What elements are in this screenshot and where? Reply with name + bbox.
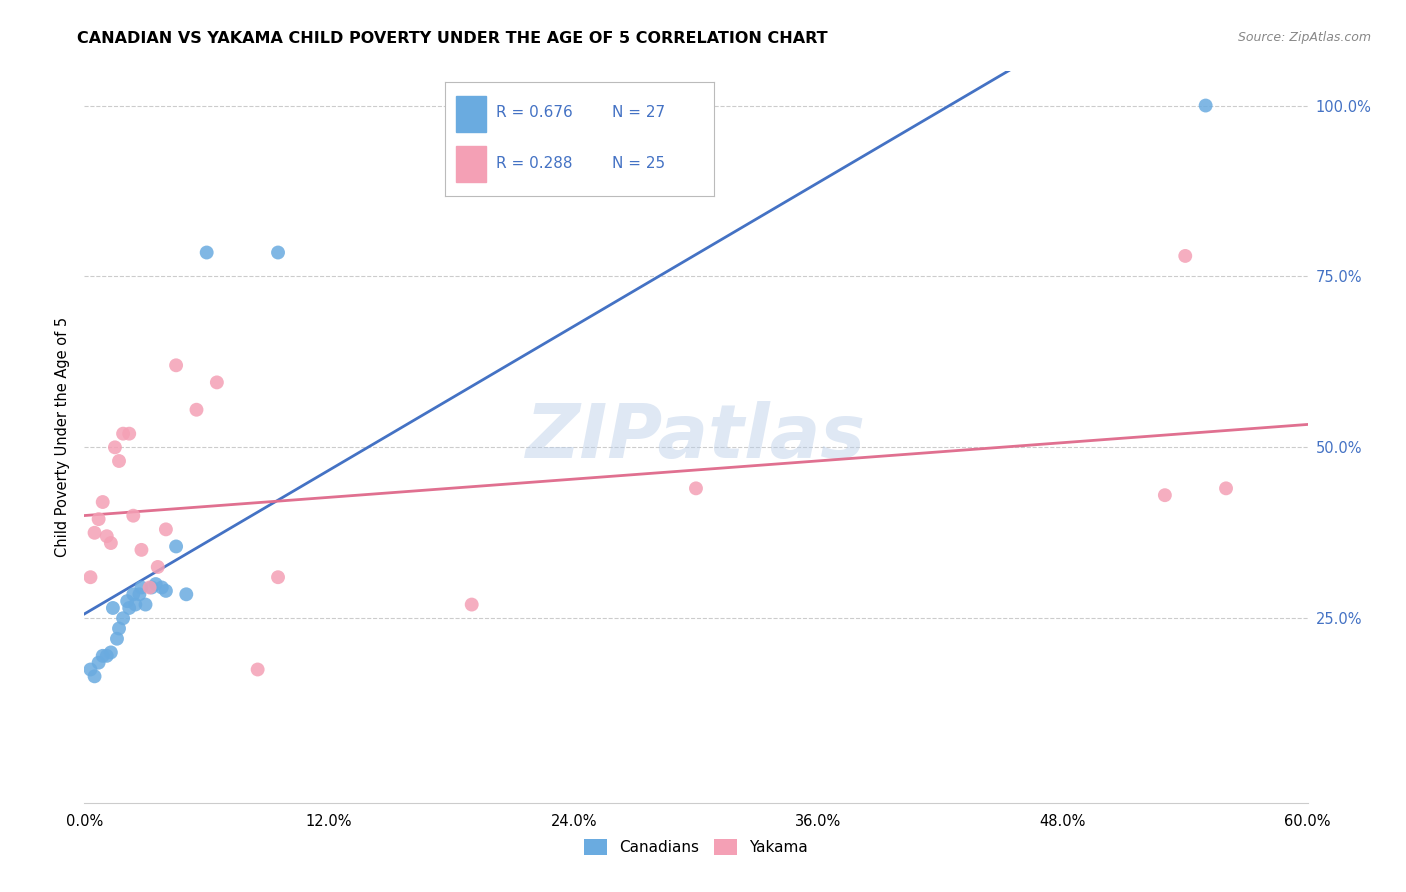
Point bbox=[112, 426, 135, 441]
Point bbox=[1154, 488, 1177, 502]
Point bbox=[145, 577, 167, 591]
Point bbox=[83, 525, 105, 540]
Point bbox=[105, 632, 128, 646]
Point bbox=[91, 648, 114, 663]
Text: ZIPatlas: ZIPatlas bbox=[526, 401, 866, 474]
Point bbox=[461, 598, 484, 612]
Point bbox=[155, 583, 177, 598]
Point bbox=[112, 611, 135, 625]
Point bbox=[87, 512, 110, 526]
Text: Source: ZipAtlas.com: Source: ZipAtlas.com bbox=[1237, 31, 1371, 45]
Point bbox=[131, 542, 153, 557]
Y-axis label: Child Poverty Under the Age of 5: Child Poverty Under the Age of 5 bbox=[55, 317, 70, 558]
Point bbox=[138, 581, 160, 595]
Point bbox=[100, 645, 122, 659]
Point bbox=[79, 663, 101, 677]
Point bbox=[96, 648, 118, 663]
Point bbox=[122, 587, 145, 601]
Point bbox=[1195, 98, 1218, 112]
Point bbox=[246, 663, 269, 677]
Point bbox=[267, 570, 290, 584]
Text: CANADIAN VS YAKAMA CHILD POVERTY UNDER THE AGE OF 5 CORRELATION CHART: CANADIAN VS YAKAMA CHILD POVERTY UNDER T… bbox=[77, 31, 828, 46]
Point bbox=[685, 481, 707, 495]
Point bbox=[87, 656, 110, 670]
Point bbox=[79, 570, 101, 584]
Point bbox=[124, 598, 146, 612]
Point bbox=[122, 508, 145, 523]
Point bbox=[195, 245, 218, 260]
Point bbox=[91, 495, 114, 509]
Point bbox=[174, 587, 197, 601]
Point bbox=[108, 454, 131, 468]
Point bbox=[1174, 249, 1197, 263]
Point bbox=[83, 669, 105, 683]
Point bbox=[141, 581, 163, 595]
Point bbox=[100, 536, 122, 550]
Point bbox=[205, 376, 228, 390]
Point bbox=[135, 598, 157, 612]
Point bbox=[108, 622, 131, 636]
Point bbox=[150, 581, 173, 595]
Point bbox=[131, 581, 153, 595]
Point bbox=[461, 98, 484, 112]
Point bbox=[186, 402, 208, 417]
Point bbox=[155, 522, 177, 536]
Point bbox=[96, 529, 118, 543]
Point bbox=[104, 440, 127, 454]
Legend: Canadians, Yakama: Canadians, Yakama bbox=[578, 833, 814, 861]
Point bbox=[101, 601, 124, 615]
Point bbox=[118, 426, 141, 441]
Point bbox=[1215, 481, 1237, 495]
Point bbox=[115, 594, 138, 608]
Point bbox=[118, 601, 141, 615]
Point bbox=[267, 245, 290, 260]
Point bbox=[165, 359, 187, 373]
Point bbox=[146, 560, 169, 574]
Point bbox=[128, 587, 150, 601]
Point bbox=[165, 540, 187, 554]
